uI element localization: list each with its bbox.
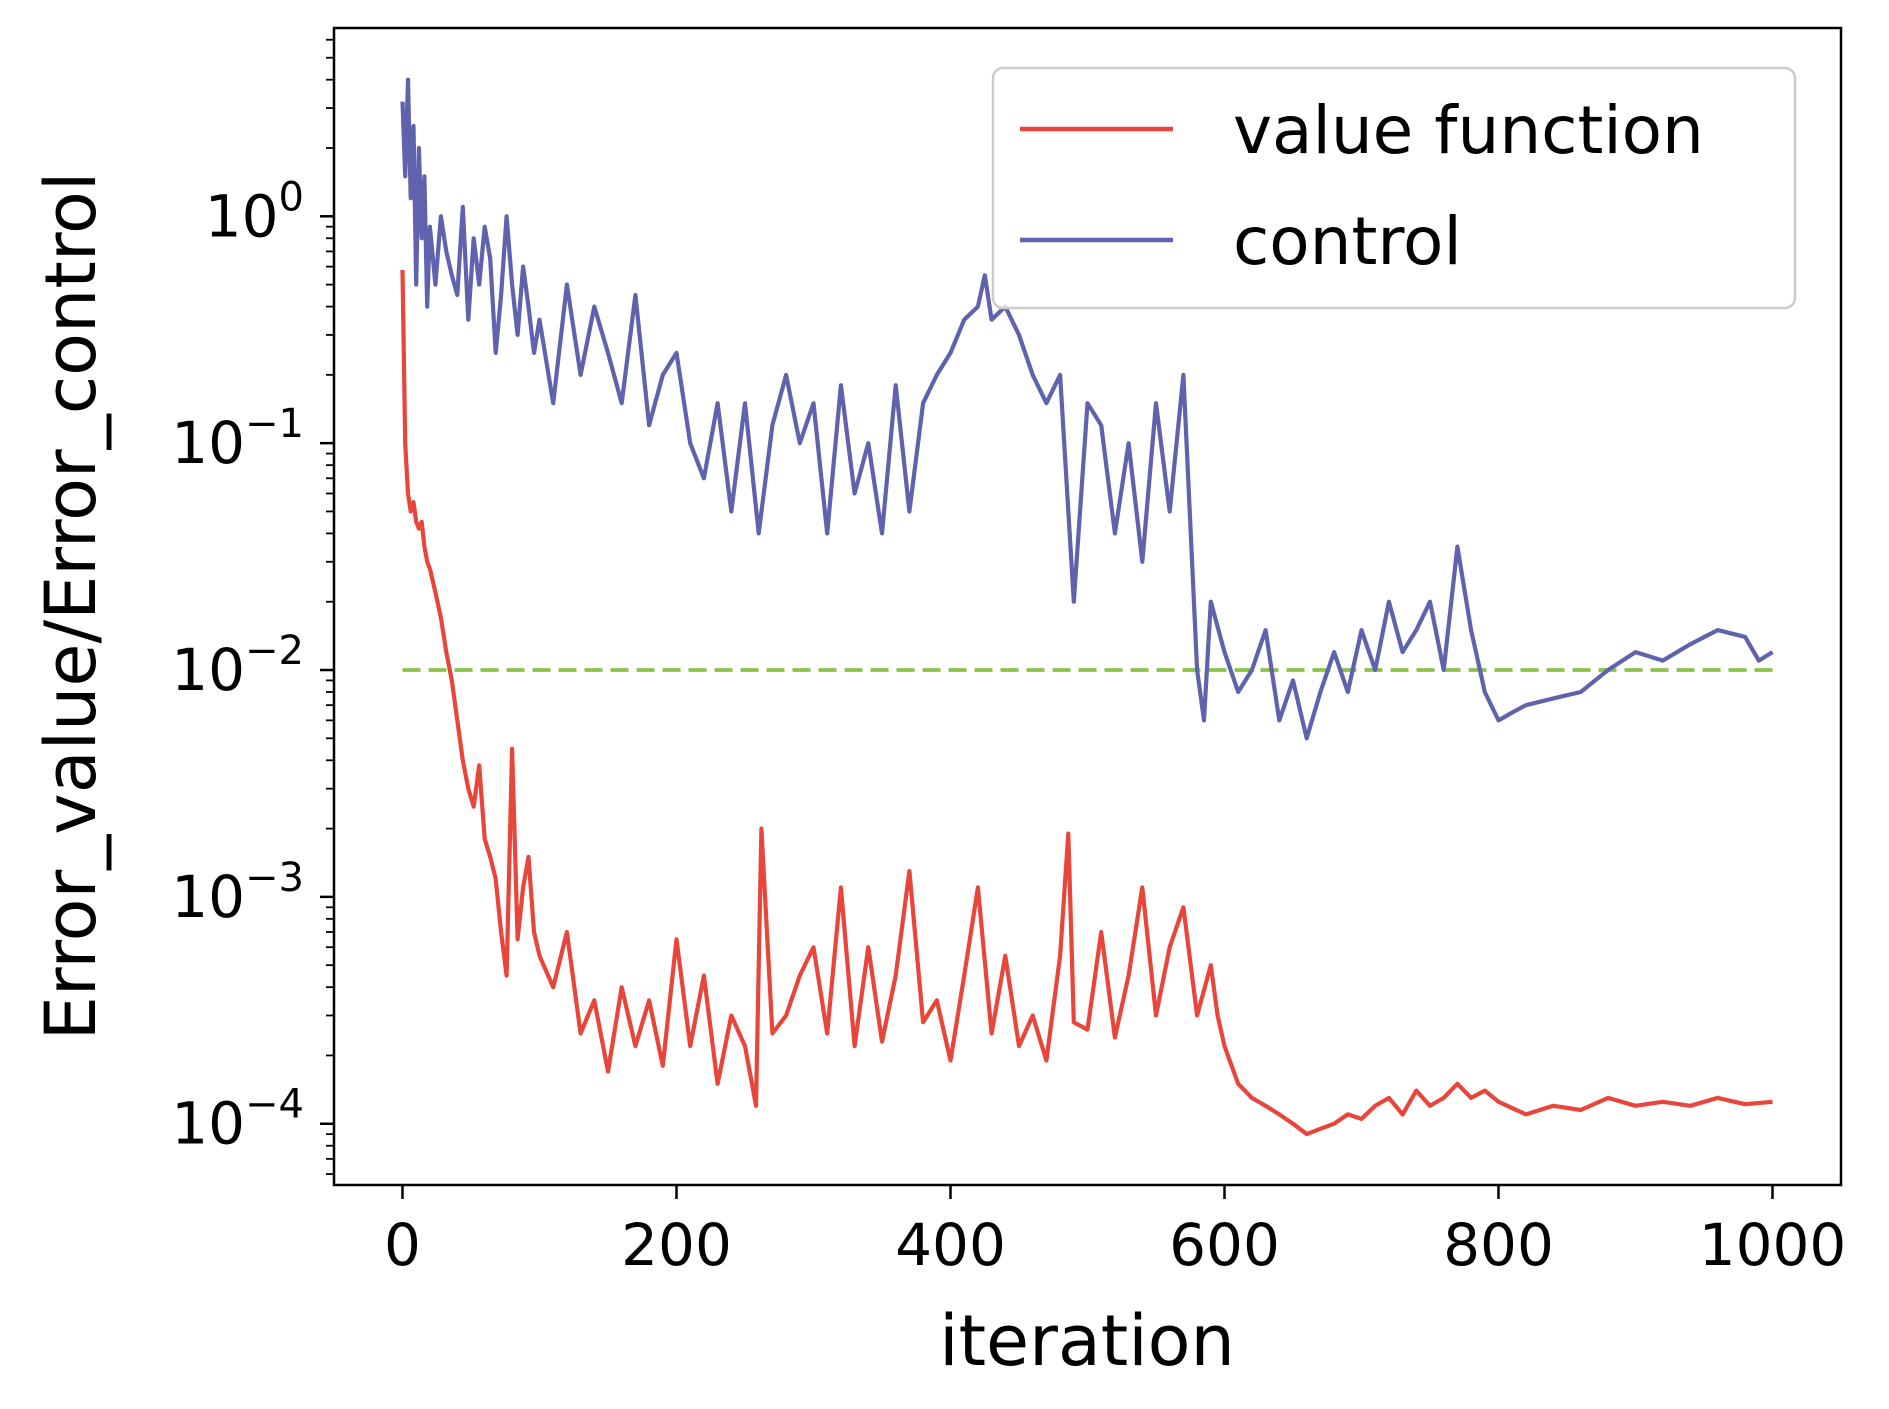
legend: value function control [991,66,1797,310]
x-tick-label: 200 [621,1211,732,1279]
y-axis-title: Error_value/Error_control [30,172,112,1041]
series-line-control [400,77,1774,741]
legend-label-control: control [1233,203,1462,280]
x-tick-label: 800 [1443,1211,1554,1279]
series-line-value-function [400,269,1773,1137]
series-layer [400,77,1774,1137]
x-tick-label: 1000 [1699,1211,1847,1279]
x-axis: 0 200 400 600 800 1000 [384,1185,1846,1279]
x-axis-title: iteration [939,1300,1235,1382]
y-tick-label: 10−3 [171,855,304,931]
y-tick-label: 10−1 [171,401,304,477]
plot-frame [332,26,1843,1187]
x-tick-label: 0 [384,1211,421,1279]
y-tick-label: 10−4 [171,1082,304,1158]
y-axis: 100 10−1 10−2 10−3 10−4 [171,38,334,1175]
x-tick-label: 600 [1169,1211,1280,1279]
x-tick-label: 400 [895,1211,1006,1279]
legend-box [991,66,1797,310]
plot-area [332,26,1843,1187]
legend-label-value-function: value function [1233,92,1704,169]
y-tick-label: 100 [205,174,304,250]
y-tick-label: 10−2 [171,628,304,704]
